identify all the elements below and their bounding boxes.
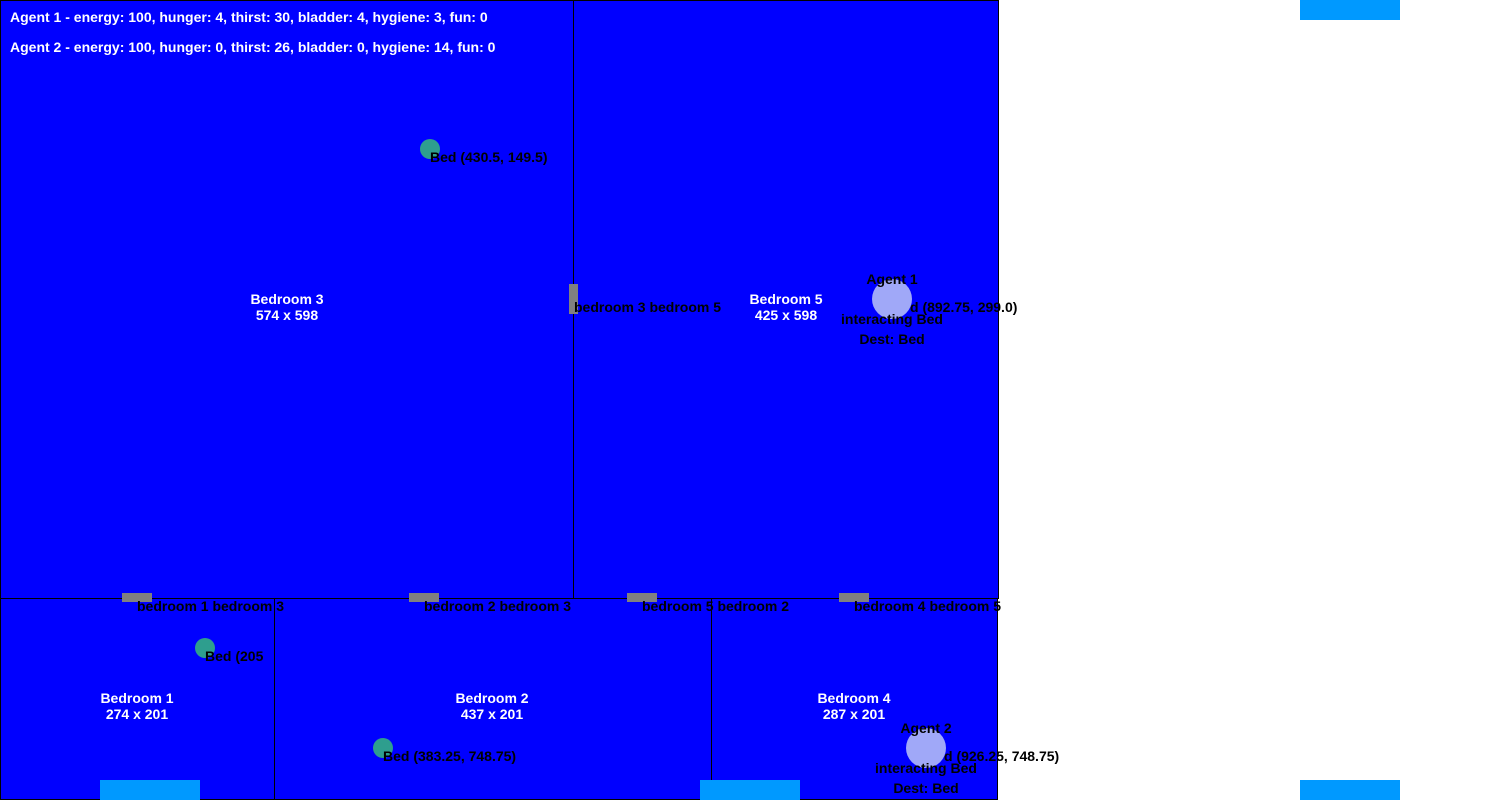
- room-size: 274 x 201: [105, 706, 169, 722]
- bed-label: Bed (430.5, 149.5): [430, 149, 548, 165]
- room-label: Bedroom 4 287 x 201: [817, 690, 890, 722]
- door-label: bedroom 5 bedroom 2: [642, 598, 790, 614]
- room-name: Bedroom 5: [749, 291, 823, 307]
- agent-1-stats: Agent 1 - energy: 100, hunger: 4, thirst…: [10, 9, 488, 25]
- door-label: bedroom 3 bedroom 5: [574, 299, 722, 315]
- agent-2-stats: Agent 2 - energy: 100, hunger: 0, thirst…: [10, 39, 496, 55]
- room-name: Bedroom 3: [250, 291, 324, 307]
- agent-name: Agent 2: [900, 720, 952, 736]
- room-bedroom-3: [0, 0, 574, 599]
- door-label: bedroom 2 bedroom 3: [424, 598, 572, 614]
- bed-label: Bed (383.25, 748.75): [383, 748, 517, 764]
- door-label: bedroom 4 bedroom 5: [854, 598, 1002, 614]
- agent-destination: Dest: Bed: [893, 780, 959, 796]
- room-bedroom-2: [274, 598, 712, 800]
- agent-2-icon[interactable]: [906, 728, 946, 768]
- room-bedroom-1: [0, 598, 275, 800]
- agent-1-icon[interactable]: [872, 279, 912, 319]
- room-name: Bedroom 2: [455, 690, 529, 706]
- room-size: 437 x 201: [460, 706, 524, 722]
- room-bedroom-5: [573, 0, 999, 599]
- bed-icon[interactable]: [420, 139, 440, 159]
- agent-status: interacting Bed: [841, 311, 943, 327]
- room-label: Bedroom 5 425 x 598: [749, 291, 822, 323]
- bed-label: d (926.25, 748.75): [944, 748, 1060, 764]
- room-size: 425 x 598: [754, 307, 818, 323]
- door-bedroom3-bedroom5[interactable]: [569, 284, 578, 314]
- bed-icon[interactable]: [195, 638, 215, 658]
- bottom-edge-marker: [700, 780, 800, 800]
- door-bedroom1-bedroom3[interactable]: [122, 593, 152, 602]
- room-size: 574 x 598: [255, 307, 319, 323]
- bed-icon[interactable]: [373, 738, 393, 758]
- room-name: Bedroom 4: [817, 690, 891, 706]
- bed-label: d (892.75, 299.0): [910, 299, 1018, 315]
- bottom-edge-marker: [1300, 780, 1400, 800]
- door-bedroom4-bedroom5[interactable]: [839, 593, 869, 602]
- door-bedroom5-bedroom2[interactable]: [627, 593, 657, 602]
- bed-label: Bed (205: [205, 648, 264, 664]
- bottom-edge-marker: [100, 780, 200, 800]
- agent-2-info: Agent 2 x interacting Bed Dest: Bed: [875, 718, 977, 798]
- room-label: Bedroom 3 574 x 598: [250, 291, 323, 323]
- room-name: Bedroom 1: [100, 690, 174, 706]
- room-label: Bedroom 2 437 x 201: [455, 690, 528, 722]
- room-label: Bedroom 1 274 x 201: [100, 690, 173, 722]
- top-edge-marker: [1300, 0, 1400, 20]
- agent-destination: Dest: Bed: [859, 331, 925, 347]
- door-label: bedroom 1 bedroom 3: [137, 598, 285, 614]
- room-size: 287 x 201: [822, 706, 886, 722]
- agent-1-info: Agent 1 x interacting Bed Dest: Bed: [841, 269, 943, 349]
- agent-name: Agent 1: [866, 271, 918, 287]
- agent-status: interacting Bed: [875, 760, 977, 776]
- door-bedroom2-bedroom3[interactable]: [409, 593, 439, 602]
